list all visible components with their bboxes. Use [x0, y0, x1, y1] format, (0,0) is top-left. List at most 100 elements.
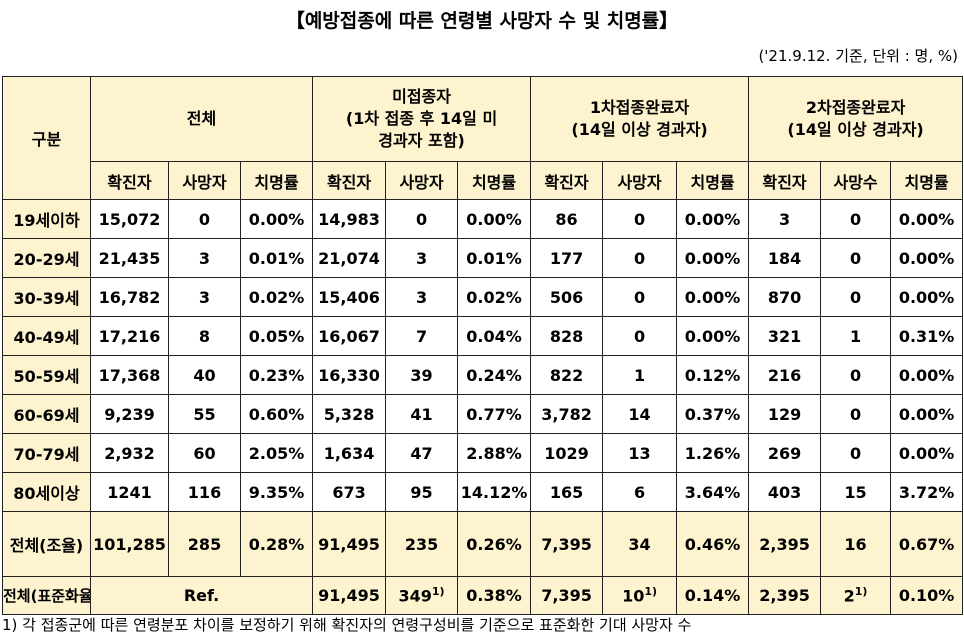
data-cell: 0.46% — [676, 511, 750, 577]
data-cell: 0.00% — [239, 199, 314, 239]
data-cell: 0.00% — [890, 199, 964, 239]
data-cell: 1241 — [90, 472, 169, 512]
data-cell: 321 — [748, 316, 822, 356]
data-cell: 506 — [530, 277, 604, 317]
data-cell: 21,435 — [90, 238, 169, 278]
sub-header: 확진자 — [530, 161, 604, 200]
cell-value: 10 — [622, 586, 645, 606]
data-cell: 269 — [748, 433, 822, 473]
data-cell: 7 — [385, 316, 459, 356]
row-header: 60-69세 — [2, 394, 91, 434]
data-cell: 0.10% — [890, 576, 964, 615]
row-header: 30-39세 — [2, 277, 91, 317]
data-cell: 1.26% — [676, 433, 750, 473]
data-cell: 0.00% — [890, 277, 964, 317]
data-cell: 16 — [820, 511, 892, 577]
group-header: 전체 — [89, 76, 314, 162]
row-header: 19세이하 — [2, 199, 91, 239]
data-cell: 3 — [385, 277, 459, 317]
table-row: 60-69세 9,239 55 0.60% 5,328 41 0.77% 3,782 14 0.3… — [2, 394, 964, 434]
data-cell: 0.14% — [676, 576, 750, 615]
data-cell: 16,067 — [312, 316, 387, 356]
data-cell: 39 — [385, 355, 459, 395]
data-cell: 17,368 — [90, 355, 169, 395]
data-cell: 0.28% — [239, 511, 314, 577]
corner-header: 구분 — [2, 76, 91, 200]
row-header: 50-59세 — [2, 355, 91, 395]
data-cell: 0 — [385, 199, 459, 239]
table-row: 50-59세 17,368 40 0.23% 16,330 39 0.24% 822 1 0.12… — [2, 355, 964, 395]
data-cell: 184 — [748, 238, 822, 278]
subtitle: ('21.9.12. 기준, 단위 : 명, %) — [758, 47, 958, 65]
data-cell: 1029 — [530, 433, 604, 473]
sub-header: 치명률 — [676, 161, 750, 200]
data-cell: 3.72% — [890, 472, 964, 512]
data-cell: 0.77% — [457, 394, 532, 434]
data-cell: 0.00% — [890, 238, 964, 278]
data-cell: 0 — [602, 199, 678, 239]
data-cell: 0 — [602, 238, 678, 278]
data-cell: 0 — [820, 394, 892, 434]
data-cell: 3 — [385, 238, 459, 278]
data-cell: 9,239 — [90, 394, 169, 434]
table-row: 전체(표준화율) Ref. 91,495 3491) 0.38% 7,395 101) 0.1… — [2, 576, 964, 615]
cell-value: 2 — [843, 586, 855, 606]
data-cell: 9.35% — [239, 472, 314, 512]
data-cell: 2.88% — [457, 433, 532, 473]
row-header: 전체(조율) — [2, 511, 91, 577]
sub-header: 치명률 — [890, 161, 964, 200]
data-cell: 285 — [168, 511, 241, 577]
data-cell: 0 — [820, 355, 892, 395]
data-cell: 0.31% — [890, 316, 964, 356]
data-cell: 0.01% — [457, 238, 532, 278]
table-row: 확진자 사망자 치명률 확진자 사망자 치명률 확진자 사망자 치명률 확진자 사망수 치명률 — [3, 161, 964, 200]
data-cell: 15 — [820, 472, 892, 512]
table-row: 19세이하 15,072 0 0.00% 14,983 0 0.00% 86 0 0.00% 3 0 0… — [2, 199, 964, 239]
footnote: 1) 각 접종군에 따른 연령분포 차이를 보정하기 위해 확진자의 연령구성비… — [2, 616, 692, 634]
data-cell: 40 — [168, 355, 241, 395]
data-cell: 3 — [168, 277, 241, 317]
data-cell: 14.12% — [457, 472, 532, 512]
data-cell: 7,395 — [530, 511, 604, 577]
data-cell: 0.00% — [676, 199, 750, 239]
sub-header: 사망자 — [168, 161, 241, 200]
data-cell: 60 — [168, 433, 241, 473]
data-cell: 116 — [168, 472, 241, 512]
data-cell: 34 — [602, 511, 678, 577]
data-cell: 41 — [385, 394, 459, 434]
table-row: 80세이상 1241 116 9.35% 673 95 14.12% 165 6 3.64% 403… — [2, 472, 964, 512]
data-cell: 129 — [748, 394, 822, 434]
table-row: 70-79세 2,932 60 2.05% 1,634 47 2.88% 1029 13 1.26… — [2, 433, 964, 473]
footnote-mark: 1) — [431, 585, 445, 599]
data-cell: 1 — [602, 355, 678, 395]
data-cell: 47 — [385, 433, 459, 473]
table-row: 40-49세 17,216 8 0.05% 16,067 7 0.04% 828 0 0.00% 3… — [2, 316, 964, 356]
data-cell: 673 — [312, 472, 387, 512]
footnote-mark: 1) — [854, 585, 868, 599]
data-cell: 1,634 — [312, 433, 387, 473]
data-cell: 3,782 — [530, 394, 604, 434]
row-header: 80세이상 — [2, 472, 91, 512]
data-cell: 0.60% — [239, 394, 314, 434]
data-cell: 0.23% — [239, 355, 314, 395]
data-cell: 16,330 — [312, 355, 387, 395]
data-cell: 0.02% — [239, 277, 314, 317]
table-row: 20-29세 21,435 3 0.01% 21,074 3 0.01% 177 0 0.00% 1… — [2, 238, 964, 278]
data-cell: 0.26% — [457, 511, 532, 577]
data-cell: 3 — [748, 199, 822, 239]
data-cell: 91,495 — [312, 576, 387, 615]
row-header: 20-29세 — [2, 238, 91, 278]
data-cell: 14 — [602, 394, 678, 434]
cell-value: 0.38% — [466, 586, 522, 605]
sub-header: 치명률 — [457, 161, 532, 200]
data-cell: 3.64% — [676, 472, 750, 512]
data-cell: 8 — [168, 316, 241, 356]
data-cell: 0.38% — [457, 576, 532, 615]
data-cell: 0.12% — [676, 355, 750, 395]
data-cell: 216 — [748, 355, 822, 395]
data-cell: 0.05% — [239, 316, 314, 356]
data-cell: 7,395 — [530, 576, 604, 615]
group-header: 2차접종완료자 (14일 이상 경과자) — [748, 76, 964, 162]
table: 구분 전체 미접종자 (1차 접종 후 14일 미 경과자 포함) 1차접종완료자 (… — [2, 76, 964, 615]
data-cell: 870 — [748, 277, 822, 317]
